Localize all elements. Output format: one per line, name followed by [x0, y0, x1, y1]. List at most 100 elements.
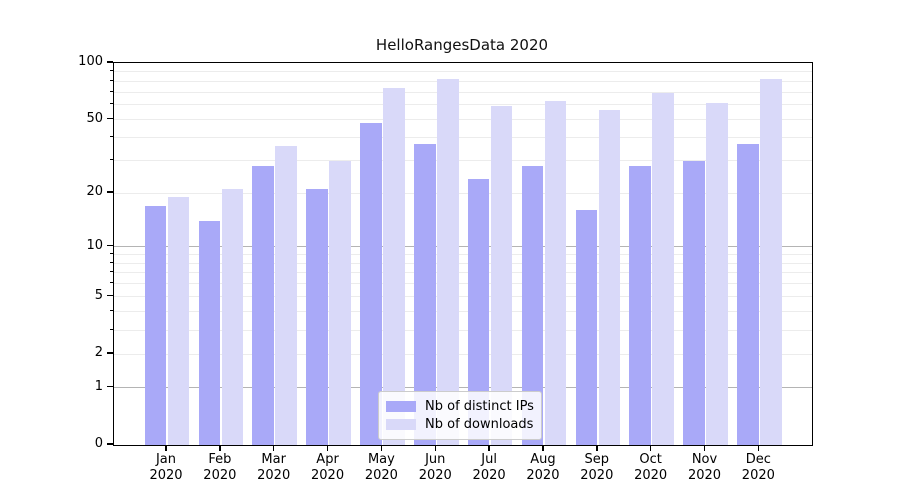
- x-tick-mark: [649, 445, 652, 451]
- x-tick-year: 2020: [634, 468, 668, 483]
- x-tick-mark: [703, 445, 706, 451]
- x-tick-year: 2020: [526, 468, 560, 483]
- x-tick-mark: [596, 445, 598, 451]
- bar-downloads-oct: [652, 93, 674, 445]
- bar-downloads-apr: [329, 160, 351, 445]
- y-gridline-minor: [114, 119, 812, 121]
- y-tick-mark: [107, 352, 113, 354]
- bar-downloads-dec: [760, 79, 782, 445]
- y-minor-tick-mark: [109, 310, 113, 312]
- y-gridline-major: [114, 246, 812, 248]
- bar-distinct-ips-dec: [737, 143, 759, 445]
- x-tick-label-sep: Sep 2020: [570, 452, 624, 484]
- y-tick-label: 2: [94, 345, 103, 361]
- y-gridline-minor: [114, 353, 812, 355]
- x-tick-label-mar: Mar 2020: [247, 452, 301, 484]
- legend-label-distinct-ips: Nb of distinct IPs: [425, 399, 534, 414]
- y-tick-label: 10: [86, 237, 103, 253]
- x-tick-label-jan: Jan 2020: [139, 452, 193, 484]
- x-tick-label-may: May 2020: [354, 452, 408, 484]
- x-tick-label-jun: Jun 2020: [408, 452, 462, 484]
- x-tick-label-oct: Oct 2020: [624, 452, 678, 484]
- y-gridline-major: [114, 387, 812, 389]
- x-tick-mark: [165, 445, 167, 451]
- bar-downloads-may: [383, 87, 405, 445]
- bar-distinct-ips-nov: [683, 160, 705, 445]
- x-tick-year: 2020: [687, 468, 722, 483]
- x-tick-mark: [272, 445, 275, 451]
- y-gridline-minor: [114, 253, 812, 255]
- bar-distinct-ips-oct: [629, 166, 651, 445]
- x-tick-mark: [380, 445, 383, 451]
- bar-downloads-jun: [437, 79, 459, 445]
- bar-downloads-feb: [221, 189, 244, 445]
- x-tick-year: 2020: [203, 468, 237, 483]
- y-minor-tick-mark: [109, 159, 113, 161]
- y-tick-mark: [107, 294, 113, 297]
- x-tick-label-apr: Apr 2020: [301, 452, 355, 484]
- x-tick-year: 2020: [418, 468, 452, 483]
- bar-downloads-mar: [275, 146, 297, 445]
- y-minor-tick-mark: [109, 271, 113, 273]
- y-tick-mark: [107, 244, 113, 247]
- legend-item-distinct-ips: Nb of distinct IPs: [386, 398, 534, 415]
- x-tick-label-dec: Dec 2020: [731, 452, 785, 484]
- y-tick-mark: [107, 385, 113, 388]
- y-minor-tick-mark: [109, 252, 113, 254]
- y-minor-tick-mark: [109, 282, 113, 284]
- y-gridline-minor: [114, 160, 812, 162]
- x-tick-mark: [542, 445, 544, 451]
- y-minor-tick-mark: [109, 136, 113, 138]
- y-gridline-minor: [114, 329, 812, 331]
- y-gridline-minor: [114, 71, 812, 73]
- y-tick-label: 1: [94, 378, 103, 394]
- x-tick-mark: [757, 445, 760, 451]
- x-tick-year: 2020: [472, 468, 506, 483]
- x-tick-label-jul: Jul 2020: [462, 452, 516, 484]
- y-gridline-minor: [114, 262, 812, 264]
- y-tick-label: 100: [78, 54, 103, 69]
- bar-distinct-ips-feb: [198, 220, 221, 445]
- y-gridline-minor: [114, 296, 812, 298]
- y-gridline-minor: [114, 80, 812, 82]
- x-tick-mark: [434, 445, 436, 451]
- bar-distinct-ips-mar: [252, 166, 274, 445]
- x-tick-mark: [326, 445, 329, 451]
- y-gridline-minor: [114, 311, 812, 313]
- bar-downloads-jul: [490, 106, 513, 445]
- bar-distinct-ips-jul: [467, 178, 490, 445]
- y-tick-mark: [107, 191, 113, 193]
- y-tick-label: 20: [86, 184, 103, 199]
- plot-area: [113, 62, 813, 446]
- x-tick-year: 2020: [311, 468, 345, 483]
- y-gridline-minor: [114, 283, 812, 285]
- x-tick-year: 2020: [741, 468, 775, 483]
- bar-downloads-sep: [598, 110, 621, 445]
- y-minor-tick-mark: [109, 90, 113, 92]
- bar-distinct-ips-aug: [521, 166, 544, 445]
- x-tick-year: 2020: [364, 468, 398, 483]
- x-tick-year: 2020: [257, 468, 291, 483]
- bar-distinct-ips-sep: [575, 210, 598, 445]
- bar-distinct-ips-may: [360, 122, 382, 445]
- y-minor-tick-mark: [109, 70, 113, 72]
- y-tick-label: 5: [94, 287, 103, 303]
- legend-swatch-distinct-ips: [386, 401, 416, 412]
- y-tick-mark: [107, 61, 113, 63]
- bar-distinct-ips-jun: [414, 143, 436, 445]
- y-tick-label: 50: [86, 110, 103, 126]
- x-tick-label-aug: Aug 2020: [516, 452, 570, 484]
- bar-downloads-nov: [706, 103, 728, 445]
- x-tick-label-feb: Feb 2020: [193, 452, 247, 484]
- x-tick-label-nov: Nov 2020: [678, 452, 732, 484]
- bar-distinct-ips-apr: [306, 189, 328, 445]
- chart-title: HelloRangesData 2020: [375, 36, 549, 54]
- y-minor-tick-mark: [109, 328, 113, 330]
- x-tick-year: 2020: [149, 468, 183, 483]
- y-gridline-minor: [114, 91, 812, 93]
- y-tick-mark: [107, 443, 113, 445]
- x-tick-year: 2020: [580, 468, 614, 483]
- legend: Nb of distinct IPs Nb of downloads: [378, 391, 542, 440]
- bar-distinct-ips-jan: [144, 205, 167, 445]
